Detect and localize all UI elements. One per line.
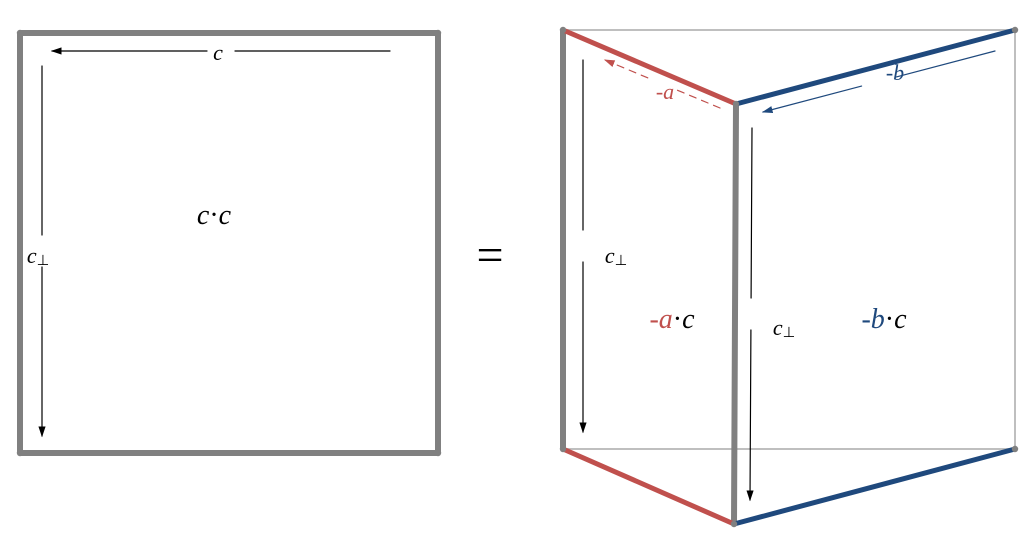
svg-text:c⊥: c⊥ <box>27 243 49 269</box>
svg-text:c⊥: c⊥ <box>605 243 627 269</box>
square-c-times-c: c c⊥ c·c <box>17 30 441 456</box>
svg-text:c: c <box>213 40 223 65</box>
svg-text:-a: -a <box>656 79 674 104</box>
svg-text:-b: -b <box>886 60 904 85</box>
label-minus-a-dot-c: -a·c <box>649 304 695 335</box>
label-minus-b-dot-c: -b·c <box>861 304 907 335</box>
svg-text:c⊥: c⊥ <box>773 315 795 341</box>
prism-ac-bc: -a -b c⊥ c⊥ -a·c -b·c <box>560 27 1018 527</box>
label-c-dot-c: c·c <box>197 200 232 231</box>
equals-sign: = <box>476 229 503 282</box>
